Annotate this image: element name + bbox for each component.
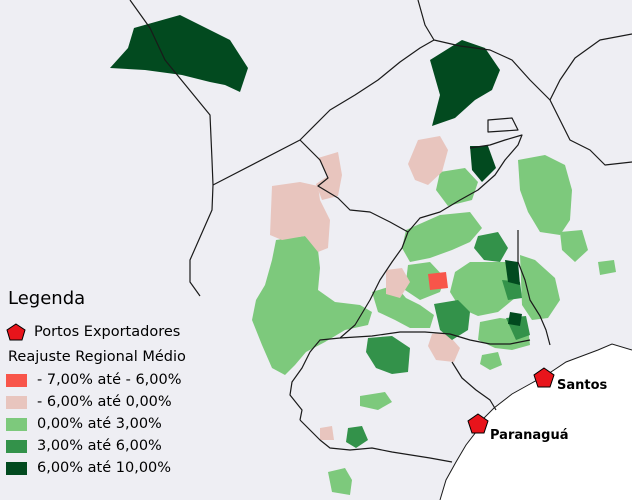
legend-class-row: 6,00% até 10,00% xyxy=(6,457,216,479)
legend-class-label: 0,00% até 3,00% xyxy=(37,416,162,432)
state-borders xyxy=(129,0,632,463)
region-dark-green xyxy=(110,15,522,326)
legend-class-label: 6,00% até 10,00% xyxy=(37,460,172,476)
legend-ports-row: Portos Exportadores xyxy=(6,321,216,343)
legend: Legenda Portos Exportadores Reajuste Reg… xyxy=(6,288,216,479)
region-medium-green xyxy=(346,232,530,448)
legend-class-row: - 6,00% até 0,00% xyxy=(6,391,216,413)
port-marker-santos[interactable] xyxy=(533,367,555,388)
ocean xyxy=(440,344,632,500)
legend-class-row: 3,00% até 6,00% xyxy=(6,435,216,457)
legend-swatch xyxy=(6,461,27,475)
legend-class-label: 3,00% até 6,00% xyxy=(37,438,162,454)
legend-class-label: - 7,00% até - 6,00% xyxy=(37,372,182,388)
region-red xyxy=(428,272,448,290)
legend-swatch xyxy=(6,439,27,453)
port-pentagon-icon xyxy=(6,323,26,341)
legend-classes-title: Reajuste Regional Médio xyxy=(8,349,186,365)
port-label-santos: Santos xyxy=(557,378,608,393)
legend-ports-label: Portos Exportadores xyxy=(34,324,181,340)
legend-class-row: - 7,00% até - 6,00% xyxy=(6,369,216,391)
coastline xyxy=(439,343,632,500)
legend-class-row: 0,00% até 3,00% xyxy=(6,413,216,435)
port-label-paranagua: Paranaguá xyxy=(490,428,569,443)
region-pink xyxy=(270,136,460,440)
region-light-green xyxy=(252,155,616,495)
legend-swatch xyxy=(6,417,27,431)
legend-class-label: - 6,00% até 0,00% xyxy=(37,394,172,410)
legend-swatch xyxy=(6,373,27,387)
port-marker-paranagua[interactable] xyxy=(467,413,489,434)
legend-swatch xyxy=(6,395,27,409)
legend-title: Legenda xyxy=(8,288,86,309)
